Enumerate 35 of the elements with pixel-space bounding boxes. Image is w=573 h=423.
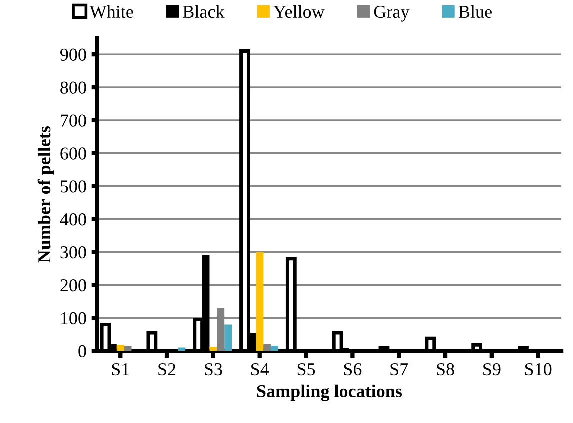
bar	[210, 347, 218, 352]
bar	[124, 346, 132, 352]
y-tick-label: 600	[60, 148, 86, 160]
x-tick-label: S4	[252, 363, 270, 376]
y-axis-title: Number of pellets	[38, 126, 54, 263]
y-tick-label: 300	[60, 246, 86, 259]
x-tick-label: S5	[298, 363, 316, 376]
x-tick-label: S8	[437, 363, 454, 376]
y-tick-label: 500	[60, 180, 86, 193]
legend-label: White	[90, 5, 134, 18]
y-tick-label: 700	[61, 114, 86, 127]
y-tick-label: 800	[60, 82, 86, 94]
legend-label: Yellow	[274, 5, 325, 18]
bar	[224, 324, 232, 352]
legend-label: Gray	[374, 6, 410, 22]
y-tick-label: 400	[60, 214, 86, 226]
x-tick-label: S3	[205, 363, 222, 376]
y-tick-label: 200	[60, 279, 86, 292]
legend-label: Black	[183, 5, 225, 18]
bar	[178, 348, 186, 352]
bar	[270, 346, 278, 352]
x-axis-title: Sampling locations	[257, 384, 402, 402]
bar	[256, 252, 264, 352]
x-tick-label: S2	[158, 363, 176, 376]
x-tick-label: S9	[484, 363, 501, 376]
x-tick-label: S7	[390, 363, 408, 376]
x-tick-label: S10	[525, 363, 552, 376]
y-tick-label: 0	[78, 345, 86, 358]
x-tick-label: S1	[112, 363, 130, 376]
bar	[264, 344, 271, 352]
bar	[116, 345, 124, 352]
y-tick-label: 100	[62, 312, 86, 325]
legend-label: Blue	[458, 5, 492, 18]
y-tick-label: 900	[60, 48, 86, 61]
x-tick-label: S6	[344, 363, 362, 376]
